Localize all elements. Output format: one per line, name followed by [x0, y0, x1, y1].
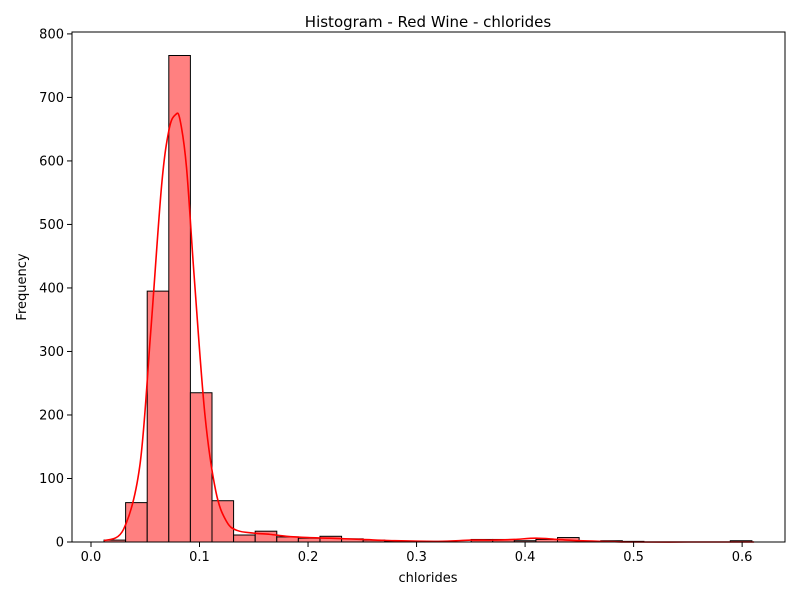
y-tick-label: 600: [39, 154, 64, 169]
histogram-bar: [189, 392, 213, 543]
histogram-bar: [211, 500, 235, 543]
x-tick-label: 0.0: [81, 550, 102, 565]
x-tick-label: 0.2: [298, 550, 319, 565]
x-tick-label: 0.6: [732, 550, 753, 565]
y-axis-label: Frequency: [15, 253, 30, 320]
y-tick-label: 400: [39, 281, 64, 296]
x-tick-label: 0.3: [406, 550, 427, 565]
x-tick-label: 0.5: [623, 550, 644, 565]
x-axis-ticks: 0.0 0.1 0.2 0.3 0.4 0.5 0.6: [81, 542, 753, 565]
histogram-bar: [168, 54, 191, 543]
y-tick-label: 200: [39, 408, 64, 423]
plot-frame: [71, 31, 786, 543]
y-tick-label: 100: [39, 472, 64, 487]
chart-title: Histogram - Red Wine - chlorides: [305, 13, 552, 31]
histogram-bar: [233, 534, 256, 543]
kde-curve: [103, 112, 755, 543]
histogram-bar: [125, 502, 148, 543]
y-tick-label: 800: [39, 27, 64, 42]
x-tick-label: 0.4: [515, 550, 536, 565]
x-tick-label: 0.1: [189, 550, 210, 565]
histogram-bar: [297, 537, 321, 543]
y-axis-ticks: 0 100 200 300 400 500 600 700 800: [39, 27, 72, 551]
y-tick-label: 500: [39, 218, 64, 233]
x-axis-label: chlorides: [399, 571, 458, 586]
y-tick-label: 300: [39, 345, 64, 360]
y-tick-label: 0: [56, 536, 64, 551]
y-tick-label: 700: [39, 91, 64, 106]
